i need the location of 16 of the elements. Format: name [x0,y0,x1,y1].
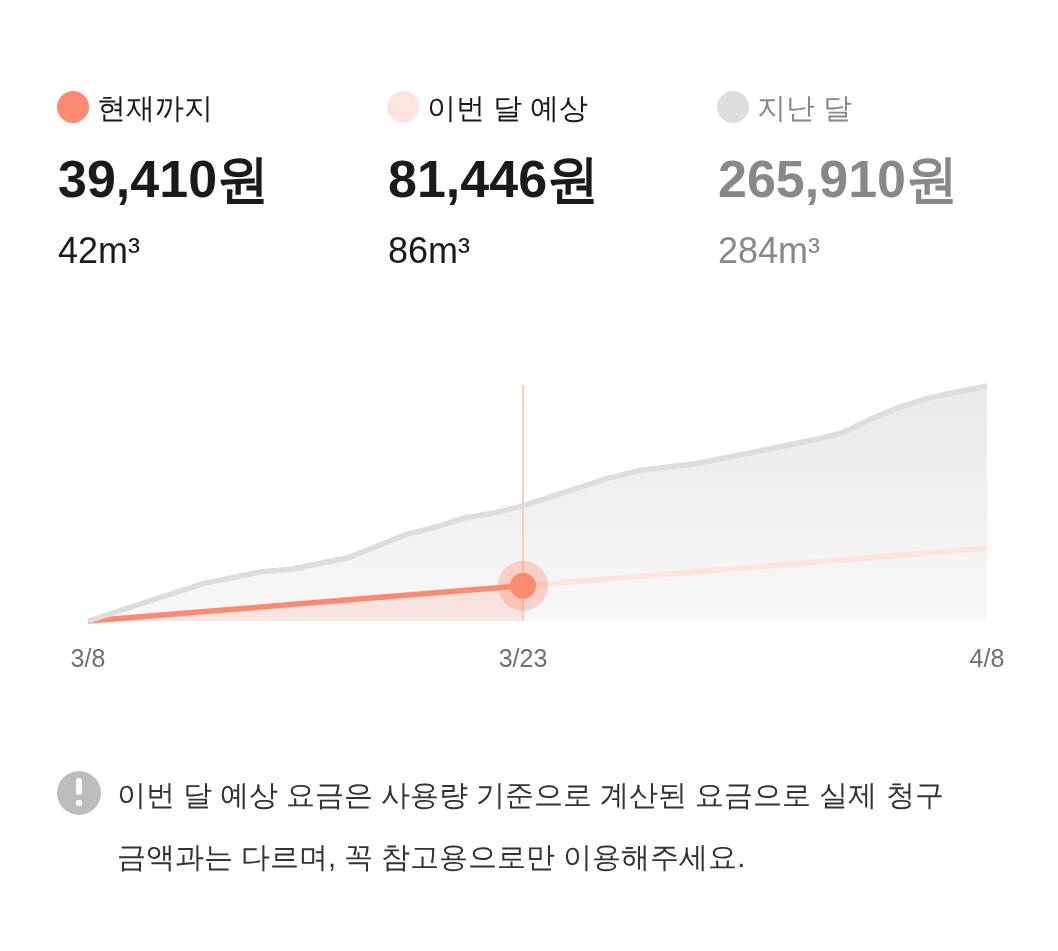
text: 39,410원 [58,150,270,208]
text: 265,910원 [718,150,958,208]
text: 42m³ [58,230,141,271]
text: 86m³ [388,230,471,271]
text: 81,446원 [388,150,600,208]
text: 이번 달 예상 요금은 사용량 기준으로 계산된 요금으로 실제 청구 금액과는 다르며, 꼭 참고용으로만 이용해주세요. [117,779,944,873]
legend-label: 지난 달 [757,92,853,124]
legend-label: 현재까지 [97,92,213,124]
legend-item: 현재까지 [57,91,213,124]
legend-label: 이번 달 예상 [427,92,589,124]
x-tick-label: 4/8 [969,644,1005,672]
x-tick-label: 3/23 [498,644,548,672]
legend-item: 이번 달 예상 [387,91,589,124]
legend-item: 지난 달 [717,91,853,124]
text: 284m³ [718,230,821,271]
x-tick-label: 3/8 [70,644,106,672]
